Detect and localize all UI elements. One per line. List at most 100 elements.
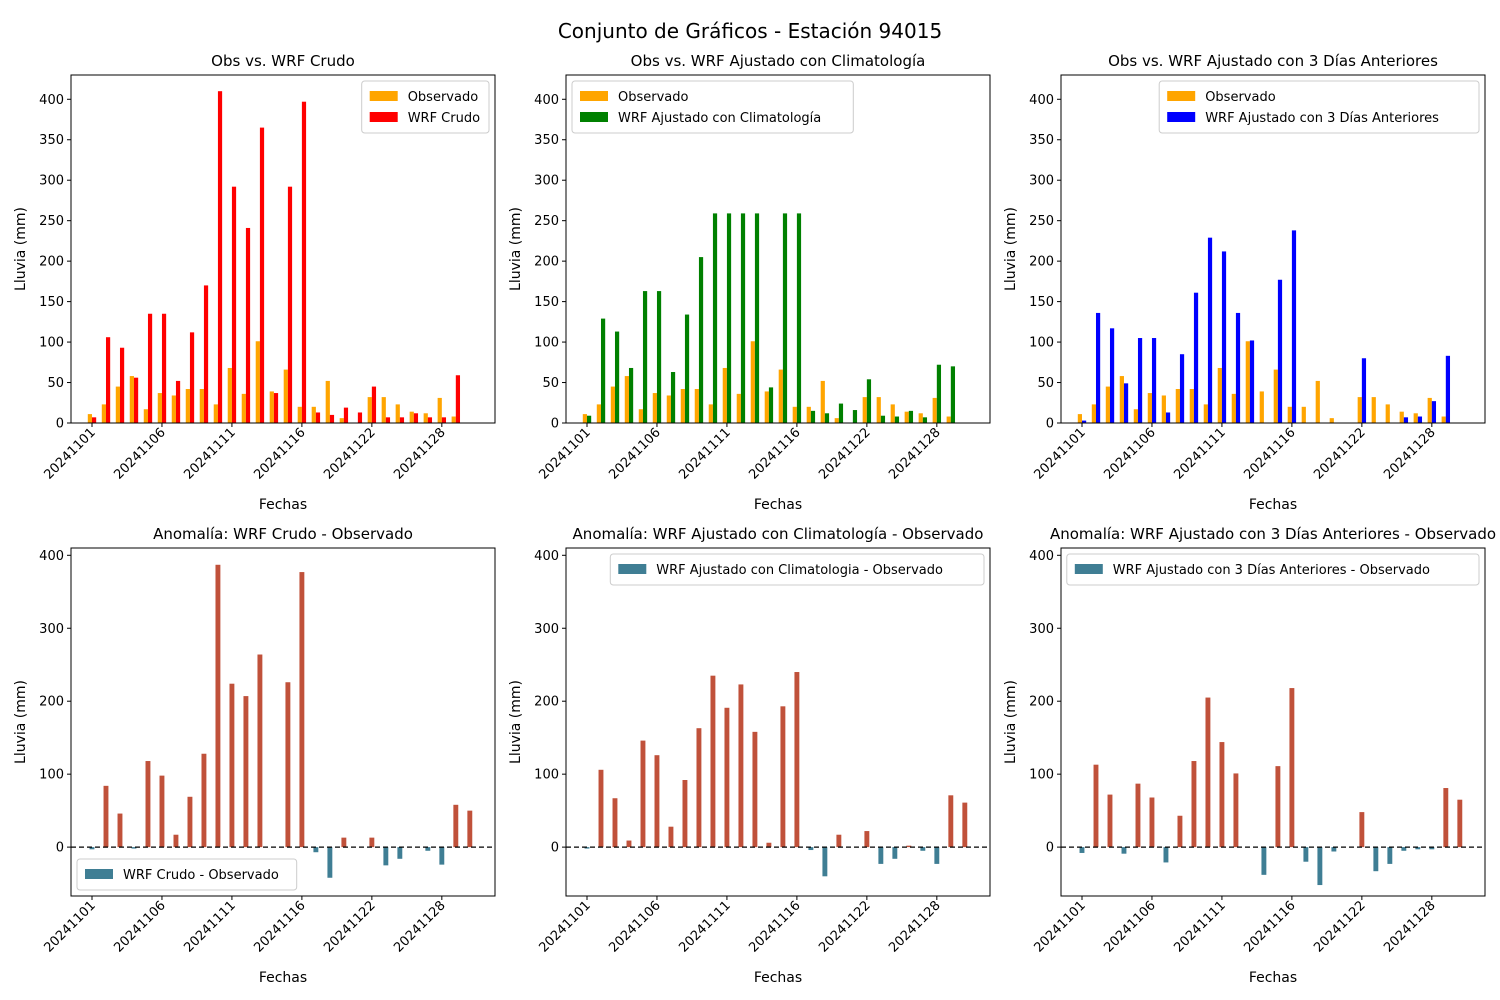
bar-anomalia-20241106 — [159, 775, 165, 848]
bar-anomalia-20241115 — [1275, 766, 1281, 848]
bar-wrf-20241114 — [273, 393, 279, 423]
bar-anomalia-20241105 — [640, 740, 646, 848]
x-axis-label: Fechas — [259, 970, 307, 986]
bar-observado-20241127 — [451, 416, 456, 423]
bar-observado-20241102 — [1091, 404, 1096, 423]
y-tick-label: 0 — [56, 417, 64, 432]
bar-wrf-20241110 — [217, 91, 223, 423]
x-tick-label: 20241106 — [111, 425, 168, 482]
bar-observado-20241118 — [325, 380, 330, 423]
y-axis-label: Lluvia (mm) — [1003, 207, 1019, 291]
legend: WRF Ajustado con 3 Días Anteriores - Obs… — [1066, 553, 1480, 586]
bar-wrf-20241111 — [726, 213, 732, 423]
legend: Observado WRF Crudo — [361, 80, 490, 134]
chart-title: Anomalía: WRF Ajustado con 3 Días Anteri… — [1050, 525, 1496, 543]
bar-wrf-20241123 — [399, 417, 405, 423]
chart-panel-2: Obs vs. WRF Ajustado con Climatología 0 50… — [508, 52, 991, 513]
bar-wrf-20241101 — [586, 415, 592, 423]
y-tick-label: 100 — [39, 768, 64, 783]
x-tick-label: 20241106 — [606, 425, 663, 482]
bar-observado-20241111 — [722, 367, 727, 423]
chart-title: Anomalía: WRF Crudo - Observado — [153, 525, 413, 543]
y-tick-label: 100 — [1029, 768, 1054, 783]
bar-wrf-20241107 — [670, 372, 676, 423]
legend-label: WRF Ajustado con Climatologia - Observad… — [656, 563, 943, 578]
y-axis-label: Lluvia (mm) — [1003, 680, 1019, 764]
bar-wrf-20241116 — [796, 213, 802, 423]
bar-observado-20241124 — [904, 411, 909, 423]
bar-observado-20241112 — [736, 393, 741, 423]
legend-label: WRF Ajustado con 3 Días Anteriores - Obs… — [1113, 563, 1430, 578]
y-tick-label: 400 — [1029, 549, 1054, 564]
bar-anomalia-20241111 — [1219, 742, 1225, 848]
bar-anomalia-20241125 — [425, 847, 431, 851]
bar-observado-20241101 — [87, 414, 92, 423]
bar-observado-20241114 — [1259, 391, 1264, 423]
y-tick-label: 200 — [534, 255, 559, 270]
x-axis-label: Fechas — [754, 970, 802, 986]
bar-observado-20241104 — [129, 376, 134, 423]
bar-anomalia-20241101 — [89, 847, 95, 850]
bar-observado-20241115 — [778, 369, 783, 423]
y-tick-label: 100 — [534, 768, 559, 783]
bar-observado-20241123 — [395, 404, 400, 423]
bar-observado-20241119 — [339, 418, 344, 423]
charts-container: Obs vs. WRF Crudo 0 50 100 150 200 250 300 350 40… — [13, 52, 1496, 986]
bars-group — [89, 564, 473, 878]
bar-wrf-20241125 — [427, 417, 433, 423]
x-axis-label: Fechas — [754, 497, 802, 513]
legend-label: Observado — [1205, 90, 1276, 105]
bar-observado-20241106 — [1147, 393, 1152, 423]
x-tick-label: 20241122 — [816, 425, 873, 482]
chart-panel-1: Obs vs. WRF Crudo 0 50 100 150 200 250 300 350 40… — [13, 52, 496, 513]
bar-observado-20241115 — [1273, 369, 1278, 423]
bar-anomalia-20241128 — [1457, 799, 1463, 848]
bar-anomalia-20241113 — [257, 654, 263, 848]
bar-observado-20241110 — [708, 404, 713, 423]
bar-wrf-20241108 — [684, 314, 690, 423]
bar-wrf-20241119 — [838, 403, 844, 423]
bar-anomalia-20241117 — [1303, 847, 1309, 862]
bar-anomalia-20241113 — [752, 731, 758, 848]
x-tick-label: 20241101 — [536, 425, 593, 482]
legend-box — [571, 80, 854, 134]
bar-observado-20241124 — [1399, 411, 1404, 423]
legend-label: Observado — [618, 90, 689, 105]
y-tick-label: 0 — [551, 841, 559, 856]
y-tick-label: 150 — [39, 295, 64, 310]
legend-box — [1158, 80, 1480, 134]
x-tick-label: 20241106 — [111, 898, 168, 955]
bar-wrf-20241127 — [455, 375, 461, 423]
y-tick-label: 200 — [39, 255, 64, 270]
bar-observado-20241106 — [652, 393, 657, 423]
legend: Observado WRF Ajustado con Climatología — [571, 80, 854, 134]
bar-observado-20241102 — [101, 404, 106, 423]
bar-observado-20241114 — [269, 391, 274, 423]
bar-observado-20241122 — [876, 397, 881, 423]
y-tick-label: 0 — [1046, 417, 1054, 432]
bar-anomalia-20241123 — [1387, 847, 1393, 864]
bar-wrf-20241103 — [614, 331, 620, 423]
bar-observado-20241117 — [806, 406, 811, 423]
bar-wrf-20241120 — [852, 410, 858, 423]
x-tick-label: 20241128 — [391, 898, 448, 955]
x-tick-label: 20241111 — [1171, 898, 1228, 955]
bar-anomalia-20241126 — [934, 847, 940, 864]
bar-observado-20241105 — [1133, 409, 1138, 423]
bar-observado-20241127 — [946, 416, 951, 423]
bar-observado-20241103 — [1105, 386, 1110, 423]
axes-frame — [565, 547, 991, 897]
legend-label: WRF Crudo - Observado — [123, 868, 279, 883]
y-tick-label: 100 — [39, 336, 64, 351]
bar-anomalia-20241108 — [682, 780, 688, 848]
y-axis-label: Lluvia (mm) — [508, 207, 524, 291]
chart-panel-5: Anomalía: WRF Ajustado con Climatología … — [508, 525, 991, 986]
bar-wrf-20241105 — [1137, 338, 1143, 423]
bar-wrf-20241109 — [203, 285, 209, 423]
y-axis-label: Lluvia (mm) — [13, 680, 29, 764]
x-tick-label: 20241122 — [321, 898, 378, 955]
legend-box — [609, 553, 985, 586]
bar-observado-20241127 — [1441, 416, 1446, 423]
axes-frame — [70, 74, 496, 424]
x-tick-label: 20241101 — [41, 425, 98, 482]
